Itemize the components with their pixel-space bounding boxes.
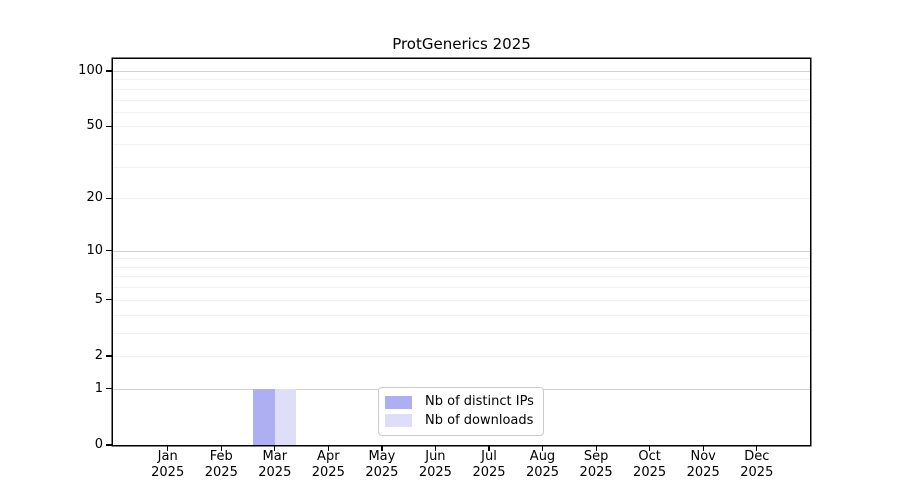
x-tick-label: Nov 2025 [671, 449, 735, 481]
gridline-minor [113, 299, 810, 301]
legend-label-downloads: Nb of downloads [425, 412, 534, 428]
x-tick-label-month: Sep [583, 449, 609, 464]
x-tick-label-year: 2025 [204, 465, 238, 480]
x-tick-mark [381, 446, 383, 451]
x-tick-label-month: Apr [317, 449, 340, 464]
y-tick-mark [106, 250, 112, 252]
y-tick-label: 1 [94, 380, 103, 396]
x-tick-mark [649, 446, 651, 451]
x-tick-label-year: 2025 [418, 465, 452, 480]
bar-distinct-ips [253, 388, 275, 445]
x-tick-label-month: May [368, 449, 396, 464]
x-tick-label-year: 2025 [686, 465, 720, 480]
legend-swatch-distinct-ips-icon [385, 395, 412, 409]
x-tick-label-year: 2025 [740, 465, 774, 480]
gridline-minor [113, 126, 810, 128]
x-tick-mark [167, 446, 169, 451]
x-tick-label: Oct 2025 [618, 449, 682, 481]
gridline-minor [113, 266, 810, 268]
x-tick-label: Jun 2025 [403, 449, 467, 481]
x-tick-label-year: 2025 [633, 465, 667, 480]
y-tick-mark [106, 444, 112, 446]
x-tick-label-month: Oct [638, 449, 661, 464]
x-tick-label-month: Jun [425, 449, 446, 464]
x-tick-label-month: Mar [262, 449, 288, 464]
y-tick-mark [106, 355, 112, 357]
x-tick-label-year: 2025 [472, 465, 506, 480]
legend: Nb of distinct IPs Nb of downloads [378, 387, 544, 436]
gridline-minor [113, 79, 810, 81]
y-tick-mark [106, 197, 112, 199]
y-tick-label: 10 [86, 242, 103, 258]
gridline-minor [113, 356, 810, 357]
x-tick-label-month: Aug [529, 449, 556, 464]
x-tick-mark [756, 446, 758, 451]
x-tick-label: Jul 2025 [457, 449, 521, 481]
x-tick-mark [434, 446, 437, 451]
y-tick-label: 20 [86, 190, 103, 206]
x-tick-label: Dec 2025 [725, 449, 789, 481]
x-tick-label-year: 2025 [365, 465, 399, 480]
x-tick-label: May 2025 [350, 449, 414, 481]
x-tick-label-month: Dec [744, 449, 770, 464]
x-tick-label: Sep 2025 [564, 449, 628, 481]
x-tick-label-month: Jul [481, 449, 497, 464]
y-tick-label: 100 [78, 62, 103, 78]
y-tick-mark [106, 125, 112, 127]
x-tick-label: Apr 2025 [296, 449, 360, 481]
x-tick-mark [702, 446, 704, 451]
gridline-major [113, 250, 810, 252]
x-tick-mark [327, 446, 329, 451]
x-tick-label-month: Nov [690, 449, 716, 464]
gridline-minor [113, 111, 810, 113]
x-tick-label: Mar 2025 [243, 449, 307, 481]
x-tick-mark [541, 446, 544, 451]
x-tick-label-year: 2025 [151, 465, 185, 480]
gridline-minor [113, 332, 810, 334]
y-tick-label: 50 [86, 118, 103, 134]
x-tick-label-month: Jan [157, 449, 178, 464]
legend-item-distinct-ips: Nb of distinct IPs [385, 393, 535, 412]
gridline-minor [113, 88, 810, 90]
x-tick-label: Jan 2025 [136, 449, 200, 481]
y-tick-mark [106, 388, 112, 390]
x-tick-label: Feb 2025 [189, 449, 253, 481]
plot-area [113, 59, 810, 445]
gridline-minor [113, 144, 810, 145]
x-tick-mark [220, 446, 222, 451]
x-tick-label-year: 2025 [525, 465, 560, 480]
legend-label-distinct-ips: Nb of distinct IPs [425, 394, 534, 410]
gridline-minor [113, 198, 810, 200]
y-tick-label: 5 [94, 291, 103, 307]
bar-downloads [274, 388, 297, 445]
legend-item-downloads: Nb of downloads [385, 412, 535, 431]
gridline-minor [113, 276, 810, 278]
legend-swatch-downloads-icon [385, 414, 412, 428]
gridline-major [113, 70, 810, 72]
x-tick-mark [595, 446, 597, 451]
gridline-minor [113, 287, 810, 289]
chart-title: ProtGenerics 2025 [392, 35, 531, 53]
gridline-minor [113, 166, 810, 168]
x-tick-label: Aug 2025 [511, 449, 575, 481]
x-tick-label-year: 2025 [579, 465, 613, 480]
x-tick-label-year: 2025 [258, 465, 292, 480]
y-tick-label: 2 [94, 348, 103, 363]
x-tick-mark [488, 446, 490, 451]
y-tick-label: 0 [94, 437, 103, 452]
y-tick-mark [106, 299, 112, 301]
y-tick-mark [106, 70, 112, 72]
gridline-minor [113, 258, 810, 260]
gridline-minor [113, 314, 810, 316]
x-tick-mark [274, 446, 276, 451]
gridline-minor [113, 99, 810, 101]
x-tick-label-year: 2025 [311, 465, 345, 480]
x-tick-label-month: Feb [209, 449, 233, 464]
